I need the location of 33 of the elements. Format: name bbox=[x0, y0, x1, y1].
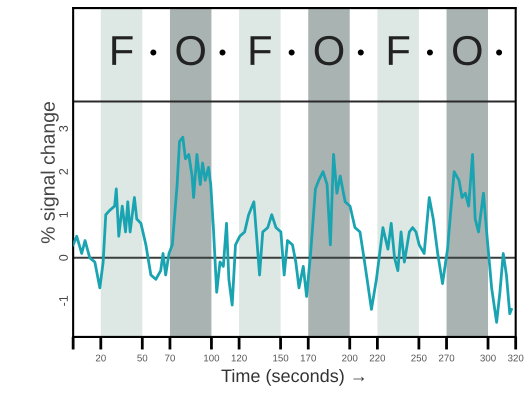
x-axis-title: Time (seconds) → bbox=[221, 368, 364, 386]
x-tick-label: 250 bbox=[411, 354, 427, 362]
x-tick-label: 50 bbox=[137, 354, 148, 362]
annotation: • bbox=[288, 50, 295, 56]
x-tick-label: 100 bbox=[204, 354, 220, 362]
annotation: • bbox=[358, 50, 364, 56]
y-tick-label: -1 bbox=[59, 296, 68, 306]
band-label: F bbox=[250, 36, 271, 65]
y-axis-title: % signal change bbox=[40, 102, 59, 244]
y-tick-label: 3 bbox=[59, 126, 68, 132]
annotation: • bbox=[150, 50, 156, 56]
band-label: F bbox=[388, 36, 410, 65]
annotation: • bbox=[219, 50, 226, 56]
x-tick-label: 200 bbox=[342, 354, 358, 362]
band-label: O bbox=[453, 36, 482, 66]
line-series bbox=[73, 136, 513, 324]
x-tick-label: 20 bbox=[96, 354, 106, 362]
x-tick-label: 220 bbox=[370, 354, 386, 362]
band-label: O bbox=[176, 36, 205, 66]
x-tick-label: 170 bbox=[300, 354, 316, 362]
y-tick-label: 1 bbox=[59, 212, 68, 218]
x-tick-label: 150 bbox=[273, 354, 288, 362]
x-tick-label: 300 bbox=[480, 354, 496, 362]
band-label: O bbox=[314, 36, 344, 66]
annotation: • bbox=[496, 50, 502, 56]
y-tick-label: 2 bbox=[59, 168, 68, 175]
annotation: • bbox=[426, 50, 433, 56]
y-tick-label: 0 bbox=[59, 254, 68, 261]
band-label: F bbox=[112, 36, 133, 65]
x-tick-label: 320 bbox=[508, 354, 524, 362]
x-tick-label: 70 bbox=[165, 354, 175, 362]
x-tick-label: 270 bbox=[438, 354, 454, 362]
x-tick-label: 120 bbox=[232, 354, 247, 362]
